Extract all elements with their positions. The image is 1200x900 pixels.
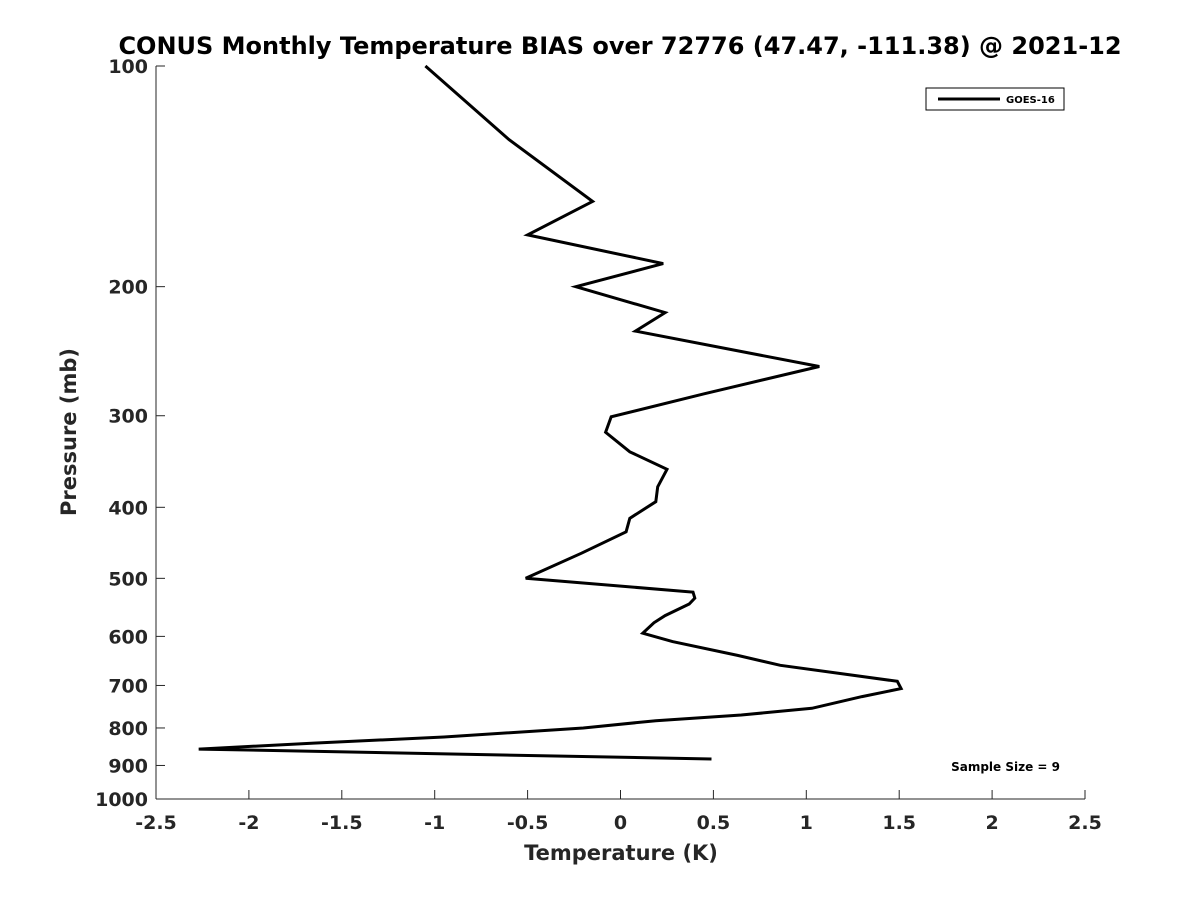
y-tick-label: 400 — [108, 497, 148, 519]
y-axis-ticks: 100 200 300 400 500 600 700 800 900 1000 — [95, 56, 165, 811]
y-tick-label: 600 — [108, 626, 148, 648]
x-tick-label: -2.5 — [135, 812, 177, 834]
y-tick-label: 200 — [108, 277, 148, 299]
y-tick-label: 100 — [108, 56, 148, 78]
sample-size-annotation: Sample Size = 9 — [951, 760, 1060, 774]
series-line-goes-16 — [198, 64, 904, 761]
x-tick-label: 2.5 — [1068, 812, 1102, 834]
x-tick-label: 1 — [800, 812, 813, 834]
legend-label-goes-16: GOES-16 — [1006, 95, 1055, 106]
legend: GOES-16 — [925, 87, 1065, 111]
x-tick-label: -2 — [238, 812, 259, 834]
y-axis-label: Pressure (mb) — [57, 348, 81, 516]
x-tick-label: -1 — [424, 812, 445, 834]
y-tick-label: 500 — [108, 568, 148, 590]
x-tick-label: -1.5 — [321, 812, 363, 834]
y-tick-label: 300 — [108, 406, 148, 428]
y-tick-label: 700 — [108, 675, 148, 697]
x-tick-label: 0 — [614, 812, 627, 834]
y-tick-label: 800 — [108, 718, 148, 740]
x-tick-label: 1.5 — [882, 812, 916, 834]
x-axis-ticks: -2.5 -2 -1.5 -1 -0.5 0 0.5 1 1.5 2 2.5 — [135, 790, 1102, 834]
x-tick-label: 0.5 — [697, 812, 731, 834]
chart-title: CONUS Monthly Temperature BIAS over 7277… — [118, 32, 1121, 60]
x-axis-label: Temperature (K) — [524, 841, 718, 865]
x-tick-label: 2 — [985, 812, 998, 834]
series-layer — [198, 64, 904, 761]
x-tick-label: -0.5 — [507, 812, 549, 834]
y-tick-label: 1000 — [95, 789, 148, 811]
y-tick-label: 900 — [108, 755, 148, 777]
axes-frame — [155, 66, 1085, 800]
